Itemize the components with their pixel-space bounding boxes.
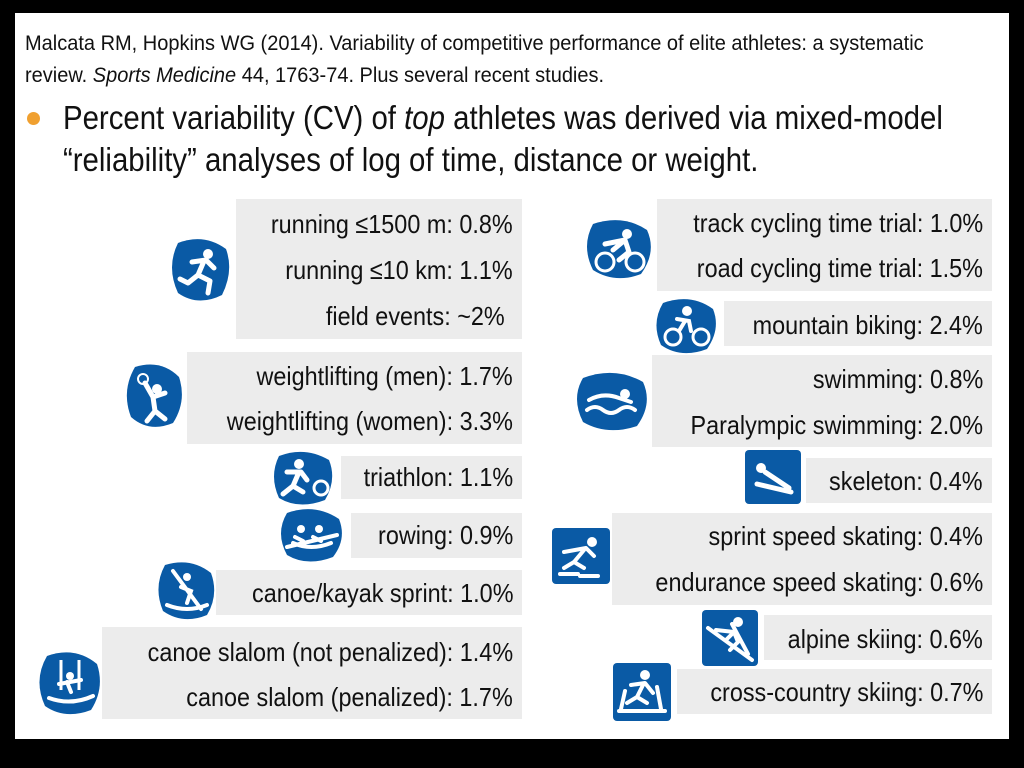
sprint-speed-skating-label: sprint speed skating: 0.4% <box>708 521 983 551</box>
citation-journal: Sports Medicine <box>92 63 237 87</box>
cross-country-skiing-panel: cross-country skiing: 0.7% <box>677 669 992 714</box>
cross-country-skiing-icon <box>613 663 671 721</box>
skeleton-panel: skeleton: 0.4% <box>806 458 992 503</box>
alpine-skiing-icon <box>702 610 758 666</box>
running-panel: running ≤1500 m: 0.8% running ≤10 km: 1.… <box>236 199 522 339</box>
canoe-slalom-not-penalized-label: canoe slalom (not penalized): 1.4% <box>147 637 513 667</box>
canoe-slalom-icon <box>37 650 103 716</box>
rowing-panel: rowing: 0.9% <box>351 513 522 558</box>
road-cycling-label: road cycling time trial: 1.5% <box>696 253 983 283</box>
running-icon <box>170 237 232 303</box>
weightlifting-icon <box>125 363 185 429</box>
slide: Malcata RM, Hopkins WG (2014). Variabili… <box>15 13 1009 739</box>
alpine-skiing-panel: alpine skiing: 0.6% <box>764 615 992 660</box>
mountain-biking-label: mountain biking: 2.4% <box>752 310 983 340</box>
field-events-label: field events: ~2% <box>326 301 505 331</box>
canoe-sprint-label: canoe/kayak sprint: 1.0% <box>251 578 513 608</box>
canoe-sprint-icon <box>157 561 217 621</box>
running-10k-label: running ≤10 km: 1.1% <box>285 255 513 285</box>
rowing-icon <box>279 507 345 563</box>
swimming-icon <box>575 370 651 432</box>
bullet-text: Percent variability (CV) of <box>63 99 405 136</box>
bullet-point: Percent variability (CV) of top athletes… <box>63 97 953 181</box>
rowing-label: rowing: 0.9% <box>377 520 513 550</box>
bullet-text-end: athletes was derived via mixed-model “re… <box>63 99 943 178</box>
triathlon-label: triathlon: 1.1% <box>363 462 513 492</box>
bullet-dot <box>27 112 40 125</box>
citation-details: 44, 1763-74. Plus several recent studies… <box>236 63 605 87</box>
mountain-biking-panel: mountain biking: 2.4% <box>724 301 992 346</box>
weightlifting-women-label: weightlifting (women): 3.3% <box>226 406 513 436</box>
endurance-speed-skating-label: endurance speed skating: 0.6% <box>655 567 983 597</box>
paralympic-swimming-label: Paralympic swimming: 2.0% <box>690 410 983 440</box>
alpine-skiing-label: alpine skiing: 0.6% <box>787 624 983 654</box>
skeleton-icon <box>745 450 801 504</box>
weightlifting-panel: weightlifting (men): 1.7% weightlifting … <box>187 352 522 444</box>
triathlon-panel: triathlon: 1.1% <box>341 456 522 499</box>
triathlon-icon <box>273 450 335 506</box>
bullet-emphasis: top <box>404 99 445 136</box>
speed-skating-panel: sprint speed skating: 0.4% endurance spe… <box>612 513 992 605</box>
canoe-sprint-panel: canoe/kayak sprint: 1.0% <box>216 570 522 615</box>
swimming-panel: swimming: 0.8% Paralympic swimming: 2.0% <box>652 355 992 447</box>
running-1500-label: running ≤1500 m: 0.8% <box>271 209 513 239</box>
weightlifting-men-label: weightlifting (men): 1.7% <box>256 361 513 391</box>
cross-country-skiing-label: cross-country skiing: 0.7% <box>709 677 983 707</box>
speed-skating-icon <box>552 528 610 584</box>
cycling-panel: track cycling time trial: 1.0% road cycl… <box>657 199 992 291</box>
mountain-biking-icon <box>655 297 719 355</box>
track-cycling-label: track cycling time trial: 1.0% <box>693 208 983 238</box>
citation: Malcata RM, Hopkins WG (2014). Variabili… <box>25 27 927 91</box>
skeleton-label: skeleton: 0.4% <box>829 466 983 496</box>
track-cycling-icon <box>585 218 655 280</box>
canoe-slalom-penalized-label: canoe slalom (penalized): 1.7% <box>186 682 513 712</box>
citation-text: Malcata RM, Hopkins WG (2014). Variabili… <box>25 31 924 87</box>
swimming-label: swimming: 0.8% <box>812 364 983 394</box>
canoe-slalom-panel: canoe slalom (not penalized): 1.4% canoe… <box>102 627 522 719</box>
